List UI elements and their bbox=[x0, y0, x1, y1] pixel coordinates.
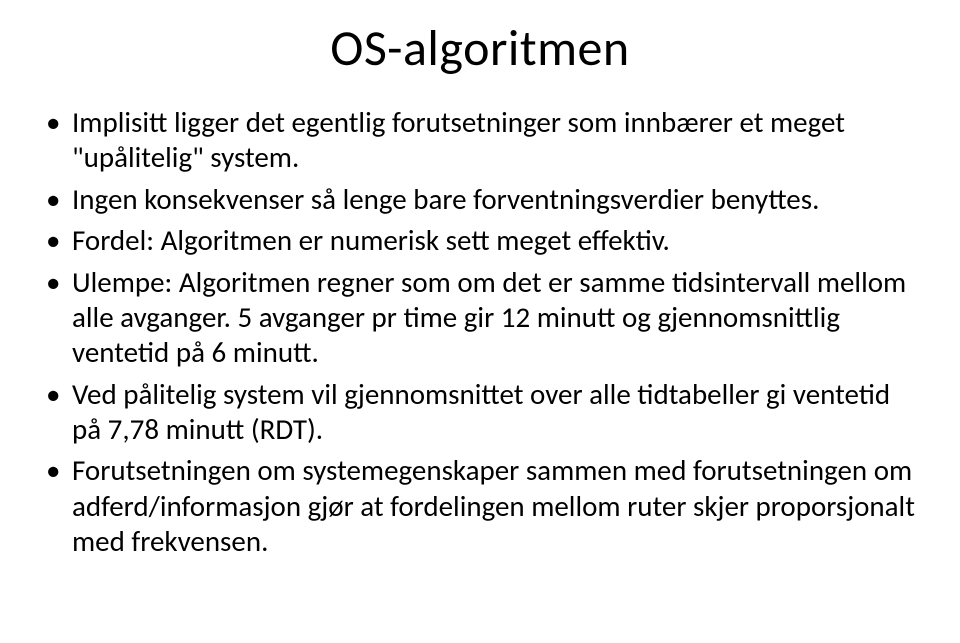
list-item: Implisitt ligger det egentlig forutsetni… bbox=[44, 105, 916, 176]
slide-title: OS-algoritmen bbox=[44, 18, 916, 79]
list-item: Fordel: Algoritmen er numerisk sett mege… bbox=[44, 223, 916, 258]
list-item: Ved pålitelig system vil gjennomsnittet … bbox=[44, 377, 916, 448]
list-item: Ulempe: Algoritmen regner som om det er … bbox=[44, 265, 916, 371]
slide: OS-algoritmen Implisitt ligger det egent… bbox=[0, 0, 960, 643]
list-item: Forutsetningen om systemegenskaper samme… bbox=[44, 453, 916, 559]
list-item: Ingen konsekvenser så lenge bare forvent… bbox=[44, 182, 916, 217]
bullet-list: Implisitt ligger det egentlig forutsetni… bbox=[44, 105, 916, 560]
